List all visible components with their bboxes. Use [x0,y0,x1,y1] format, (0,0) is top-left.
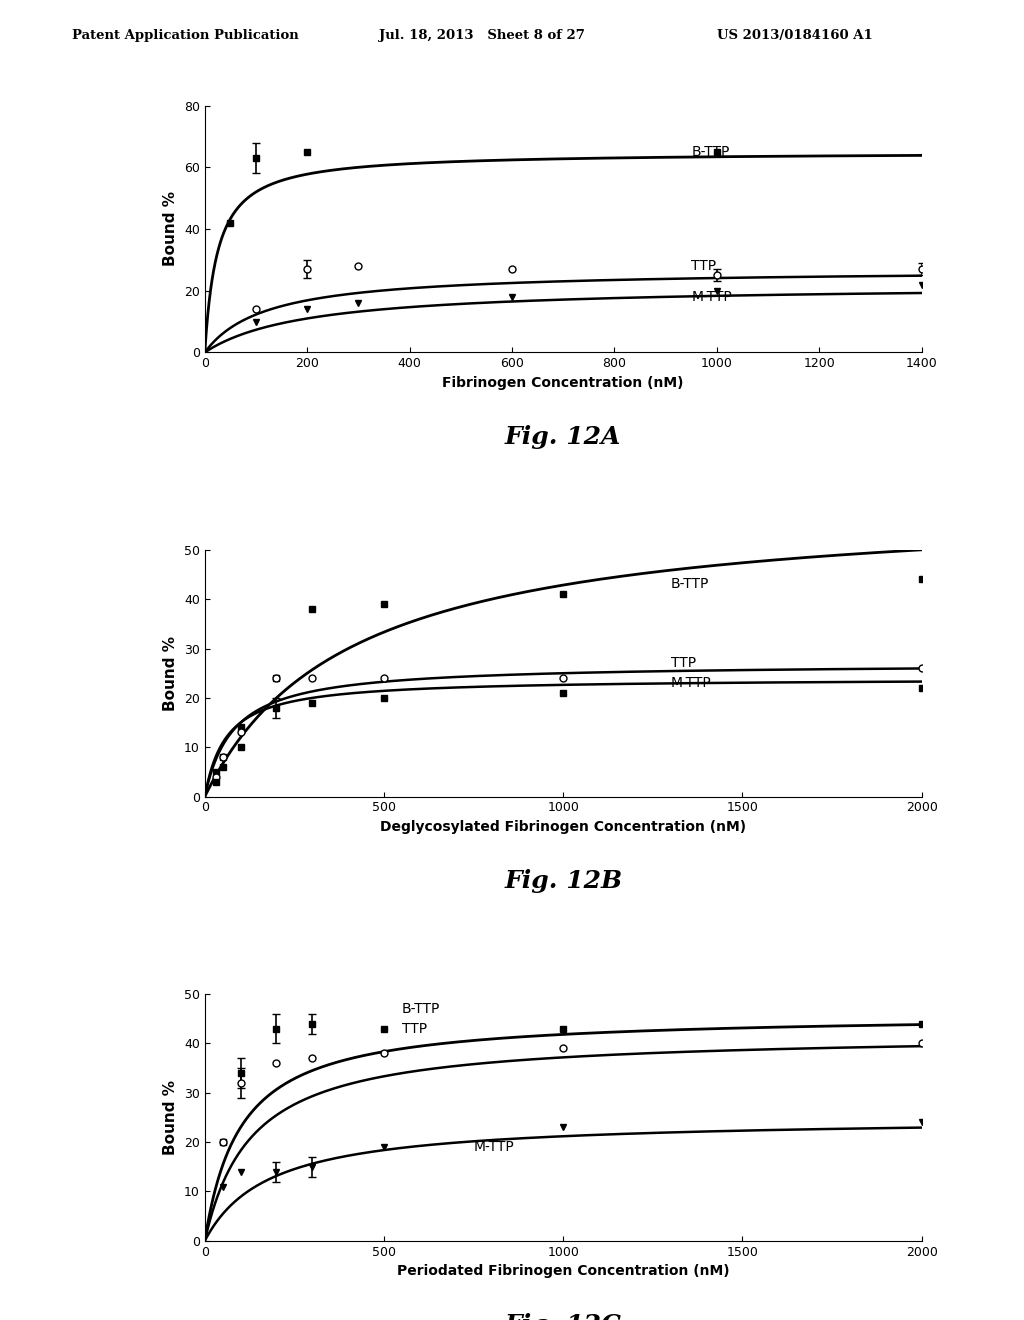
Text: Fig. 12C: Fig. 12C [505,1313,622,1320]
Text: Fig. 12B: Fig. 12B [504,869,623,894]
Text: B-TTP: B-TTP [691,145,729,158]
Y-axis label: Bound %: Bound % [164,636,178,710]
X-axis label: Deglycosylated Fibrinogen Concentration (nM): Deglycosylated Fibrinogen Concentration … [380,820,746,834]
Text: B-TTP: B-TTP [401,1002,440,1016]
Text: TTP: TTP [691,259,717,273]
Text: B-TTP: B-TTP [671,577,709,591]
Text: TTP: TTP [401,1022,427,1036]
Text: Fig. 12A: Fig. 12A [505,425,622,449]
X-axis label: Fibrinogen Concentration (nM): Fibrinogen Concentration (nM) [442,376,684,389]
Text: M-TTP: M-TTP [671,676,712,690]
Text: Patent Application Publication: Patent Application Publication [72,29,298,42]
Y-axis label: Bound %: Bound % [164,1080,178,1155]
Text: US 2013/0184160 A1: US 2013/0184160 A1 [717,29,872,42]
Text: M-TTP: M-TTP [691,290,732,304]
Text: Jul. 18, 2013   Sheet 8 of 27: Jul. 18, 2013 Sheet 8 of 27 [379,29,585,42]
Y-axis label: Bound %: Bound % [164,191,178,267]
Text: M-TTP: M-TTP [473,1140,514,1154]
X-axis label: Periodated Fibrinogen Concentration (nM): Periodated Fibrinogen Concentration (nM) [397,1265,729,1278]
Text: TTP: TTP [671,656,696,671]
